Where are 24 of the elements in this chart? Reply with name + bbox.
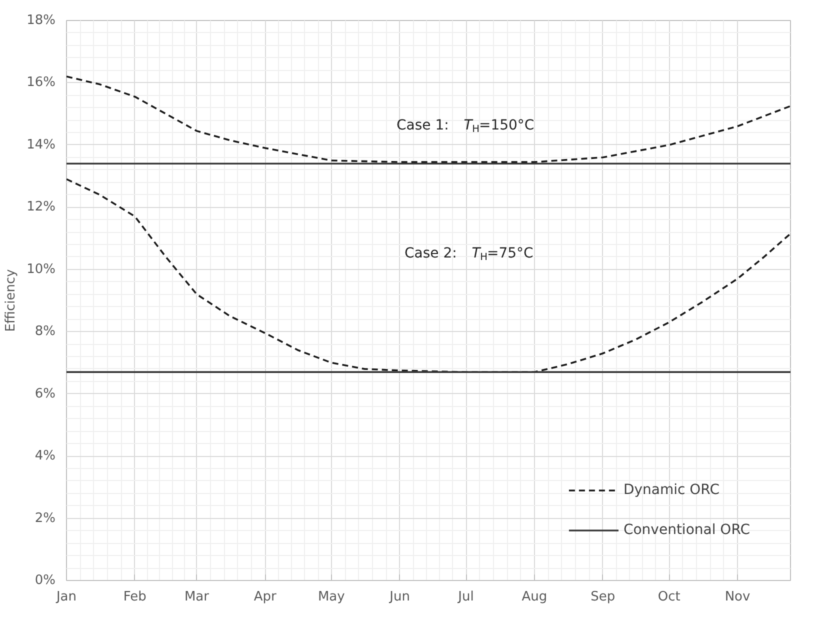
x-tick-label: Sep <box>590 590 616 604</box>
y-axis-title: Efficiency <box>4 268 19 332</box>
y-tick-label: 0% <box>34 573 56 588</box>
x-tick-label: May <box>318 590 346 604</box>
y-tick-label: 6% <box>34 386 56 402</box>
y-tick-label: 4% <box>34 448 56 464</box>
x-tick-label: Oct <box>658 590 680 604</box>
x-tick-label: Mar <box>184 590 210 604</box>
legend-label: Dynamic ORC <box>623 482 720 498</box>
y-tick-label: 8% <box>34 324 56 340</box>
x-tick-label: Aug <box>522 590 548 604</box>
x-tick-label: Jun <box>388 590 410 604</box>
y-tick-label: 16% <box>26 75 56 90</box>
y-tick-label: 14% <box>26 137 56 152</box>
x-tick-label: Jul <box>457 590 474 604</box>
x-tick-label: Feb <box>123 590 146 604</box>
y-tick-label: 10% <box>26 262 56 277</box>
x-tick-label: Jan <box>55 590 77 604</box>
y-tick-label: 2% <box>34 510 56 526</box>
x-tick-label: Apr <box>254 590 278 604</box>
legend-label: Conventional ORC <box>623 522 750 538</box>
x-tick-label: Nov <box>724 590 751 604</box>
y-tick-label: 18% <box>26 13 56 28</box>
y-tick-label: 12% <box>26 200 56 215</box>
